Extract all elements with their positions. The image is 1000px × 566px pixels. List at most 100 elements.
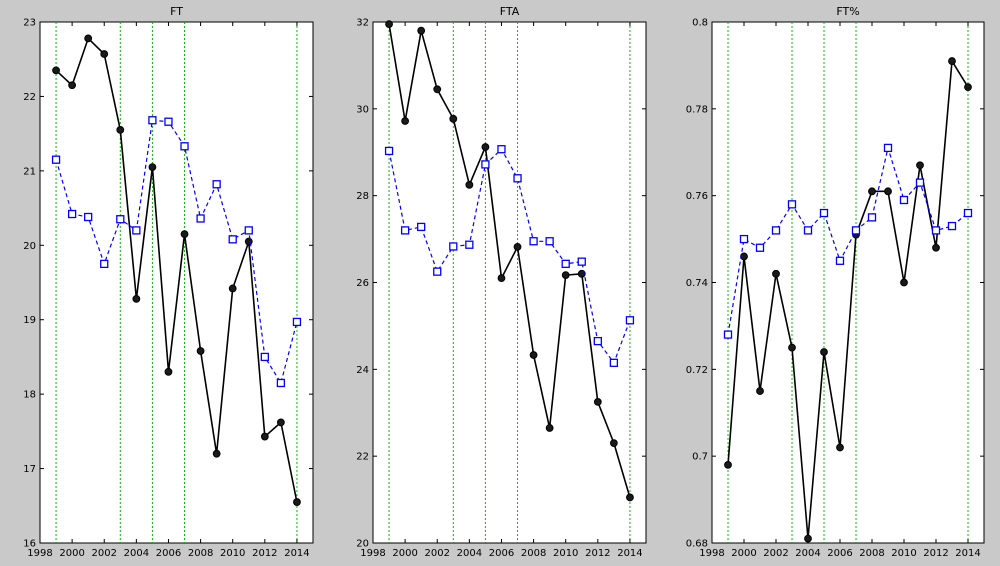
chart-1-series-1-point-13 (593, 397, 602, 406)
chart-0-series-1-point-0 (52, 66, 60, 75)
chart-2-series-2-point-4 (787, 200, 797, 209)
chart-1-series-1-point-10 (545, 424, 554, 432)
chart-2-series-1-line (727, 58, 969, 539)
chart-2-series-2-point-5 (803, 226, 813, 235)
chart-2-series-1-point-4 (788, 343, 796, 352)
chart-0-series-2-point-9 (196, 214, 205, 223)
chart-panel-ft-pct: FT% 1998 2000 2002 2004 2006 2008 2010 2012 2014 0… (686, 5, 985, 559)
chart-2-series-2-point-8 (851, 226, 861, 235)
chart-0-series-1-point-15 (293, 498, 301, 506)
chart-0-series-2-point-13 (260, 352, 269, 362)
chart-1-x-tick-label-7: 2012 (585, 548, 610, 559)
chart-1-x-tick-label-4: 2006 (489, 548, 514, 559)
chart-0-y-tick-label-4: 20 (23, 241, 36, 252)
chart-1-series-2-point-4 (449, 242, 458, 251)
chart-1-series-2-point-6 (481, 160, 490, 169)
chart-1-x-tick-label-8: 2014 (617, 548, 642, 559)
chart-0-title: FT (170, 5, 183, 18)
chart-2-series-2-point-15 (963, 208, 973, 218)
chart-1-series-2-line (388, 148, 631, 365)
chart-1-y-tick-label-6: 32 (356, 18, 369, 29)
chart-panel-ft: FT 1998 2000 2002 2004 2006 2008 2010 2012 2014 16… (23, 5, 314, 559)
chart-2-series-1-point-12 (916, 161, 924, 170)
chart-2-x-tick-label-1: 2000 (731, 548, 756, 559)
chart-2-x-tick-label-3: 2004 (795, 548, 820, 559)
chart-0-x-tick-label-6: 2010 (220, 548, 245, 559)
chart-2-series-1-point-5 (804, 534, 812, 543)
chart-0-series-2-point-10 (212, 180, 221, 189)
chart-1-y-tick-label-0: 20 (356, 539, 369, 550)
chart-1-x-tick-label-5: 2008 (521, 548, 546, 559)
chart-2-series-1-point-10 (884, 187, 892, 196)
chart-1-series-2-point-2 (417, 222, 426, 232)
chart-2-series-1-point-6 (820, 348, 828, 356)
chart-2-series-1-point-9 (868, 187, 876, 196)
chart-2-series-2-point-2 (755, 243, 765, 252)
chart-0-series-2-line (55, 119, 298, 385)
chart-2-series-1-point-15 (964, 83, 972, 92)
chart-0-series-1-point-3 (100, 50, 109, 58)
chart-1-series-1-point-6 (481, 143, 490, 151)
chart-2-series-2-point-0 (723, 330, 733, 339)
chart-1-y-tick-label-4: 28 (356, 191, 369, 202)
chart-1-series-1-point-7 (497, 274, 506, 283)
chart-1-series-1-point-0 (385, 20, 393, 29)
chart-0-x-tick-label-7: 2012 (252, 548, 277, 559)
chart-0-y-tick-label-5: 21 (23, 166, 36, 177)
chart-2-series-2-point-7 (835, 256, 845, 265)
chart-0-series-2-point-7 (164, 117, 173, 126)
chart-1-series-1-line (388, 24, 631, 498)
chart-0-series-1-point-13 (260, 432, 269, 441)
chart-1-x-tick-label-0: 1998 (360, 548, 385, 559)
chart-0-x-tick-label-4: 2006 (156, 548, 181, 559)
chart-1-axes-frame (372, 21, 647, 544)
chart-0-x-tick-label-2: 2002 (92, 548, 117, 559)
chart-2-axes-frame (711, 21, 985, 544)
chart-0-series-2-point-6 (148, 116, 157, 125)
chart-0-x-tick-label-3: 2004 (124, 548, 149, 559)
chart-0-series-2-point-5 (132, 226, 141, 235)
chart-0-series-1-line (55, 36, 298, 503)
chart-0-axes-frame (39, 21, 314, 544)
chart-2-series-1-point-13 (932, 243, 940, 252)
chart-1-series-2-point-1 (400, 226, 410, 235)
chart-2-y-tick-label-4: 0.76 (686, 191, 708, 202)
chart-2-series-2-point-6 (819, 208, 829, 218)
chart-1-x-tick-label-3: 2004 (457, 548, 482, 559)
chart-0-series-2-point-1 (67, 209, 77, 219)
chart-0-series-1-point-4 (116, 126, 125, 134)
chart-0-y-tick-label-0: 16 (23, 539, 36, 550)
chart-2-y-tick-label-1: 0.7 (692, 452, 708, 463)
chart-2-y-tick-label-2: 0.72 (686, 365, 708, 376)
chart-0-series-1-point-11 (228, 284, 237, 293)
chart-2-x-tick-label-6: 2010 (891, 548, 916, 559)
chart-1-y-tick-label-1: 22 (356, 452, 369, 463)
chart-0-series-1-point-2 (84, 34, 93, 43)
chart-0-series-2-point-4 (116, 215, 125, 224)
chart-1-title: FTA (500, 5, 520, 18)
chart-1-series-2-point-10 (545, 237, 554, 246)
chart-0-y-tick-label-1: 17 (23, 464, 36, 475)
chart-2-title: FT% (836, 5, 859, 18)
chart-0-series-1-point-10 (212, 449, 221, 458)
chart-2-series-2-point-1 (739, 234, 749, 244)
chart-2-series-2-point-13 (931, 226, 941, 235)
chart-2-x-tick-label-4: 2006 (827, 548, 852, 559)
chart-2-series-2-point-11 (899, 195, 909, 205)
chart-0-series-1-point-5 (132, 294, 141, 303)
chart-1-x-tick-label-2: 2002 (425, 548, 450, 559)
chart-1-series-2-point-15 (625, 316, 635, 325)
chart-1-series-1-point-4 (449, 114, 458, 123)
chart-0-series-1-point-9 (196, 347, 205, 355)
chart-1-series-1-point-15 (626, 493, 634, 502)
chart-2-series-2-line (727, 145, 969, 335)
chart-1-series-2-point-0 (384, 146, 394, 156)
chart-0-x-tick-label-0: 1998 (27, 548, 52, 559)
chart-1-series-1-point-3 (433, 85, 442, 94)
chart-1-series-1-point-14 (609, 439, 618, 448)
chart-2-y-tick-label-5: 0.78 (686, 104, 708, 115)
chart-1-series-2-point-3 (433, 267, 442, 276)
chart-0-series-2-point-3 (100, 259, 109, 269)
chart-panel-fta: FTA 1998 2000 2002 2004 2006 2008 2010 2012 2014 2… (356, 5, 647, 559)
